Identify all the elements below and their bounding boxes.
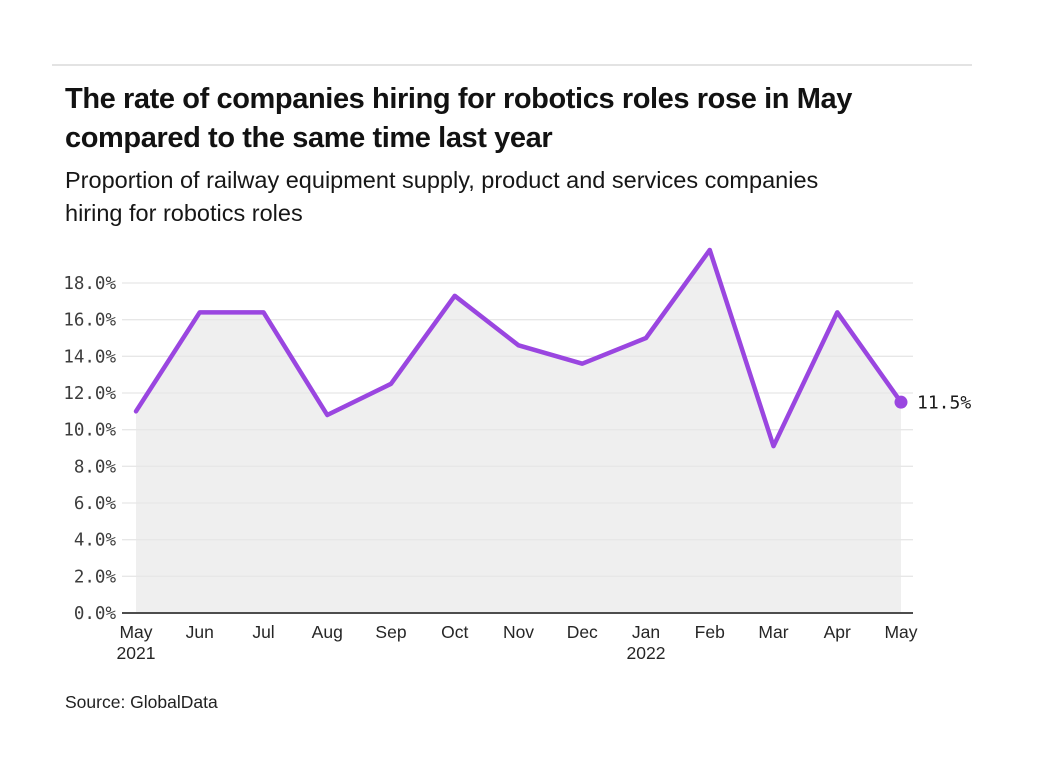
chart-subtitle: Proportion of railway equipment supply, … bbox=[65, 167, 819, 226]
source-note: Source: GlobalData bbox=[65, 692, 218, 712]
y-axis-tick-label: 10.0% bbox=[63, 421, 116, 441]
x-axis-tick-label: Feb bbox=[695, 622, 725, 642]
end-value-label: 11.5% bbox=[917, 393, 971, 414]
y-axis-tick-label: 18.0% bbox=[63, 274, 116, 294]
y-axis-tick-label: 6.0% bbox=[74, 494, 117, 514]
x-axis-year-label: 2022 bbox=[627, 643, 666, 663]
x-axis-tick-label: Aug bbox=[312, 622, 343, 642]
x-axis-tick-label: Mar bbox=[758, 622, 788, 642]
x-axis-tick-label: Nov bbox=[503, 622, 534, 642]
x-axis-tick-label: May bbox=[884, 622, 917, 642]
y-axis-tick-label: 14.0% bbox=[63, 347, 116, 367]
x-axis-tick-label: Oct bbox=[441, 622, 468, 642]
end-point-marker bbox=[894, 395, 908, 409]
y-axis-tick-label: 8.0% bbox=[74, 457, 117, 477]
x-axis-year-label: 2021 bbox=[117, 643, 156, 663]
header-separator bbox=[52, 64, 972, 66]
y-axis-tick-label: 16.0% bbox=[63, 311, 116, 331]
series-area bbox=[136, 250, 901, 613]
x-axis-tick-label: Jan bbox=[632, 622, 660, 642]
y-axis-tick-label: 4.0% bbox=[74, 531, 117, 551]
x-axis-tick-label: Sep bbox=[375, 622, 406, 642]
x-axis-tick-label: Apr bbox=[824, 622, 851, 642]
x-axis-tick-label: Jul bbox=[252, 622, 274, 642]
y-axis-tick-label: 0.0% bbox=[74, 604, 117, 624]
x-axis-tick-label: Dec bbox=[567, 622, 598, 642]
series-line bbox=[133, 247, 904, 449]
x-axis-tick-label: Jun bbox=[186, 622, 214, 642]
y-axis-tick-label: 2.0% bbox=[74, 567, 117, 587]
page-title: The rate of companies hiring for robotic… bbox=[65, 83, 852, 154]
y-axis-tick-label: 12.0% bbox=[63, 384, 116, 404]
x-axis-tick-label: May bbox=[119, 622, 152, 642]
